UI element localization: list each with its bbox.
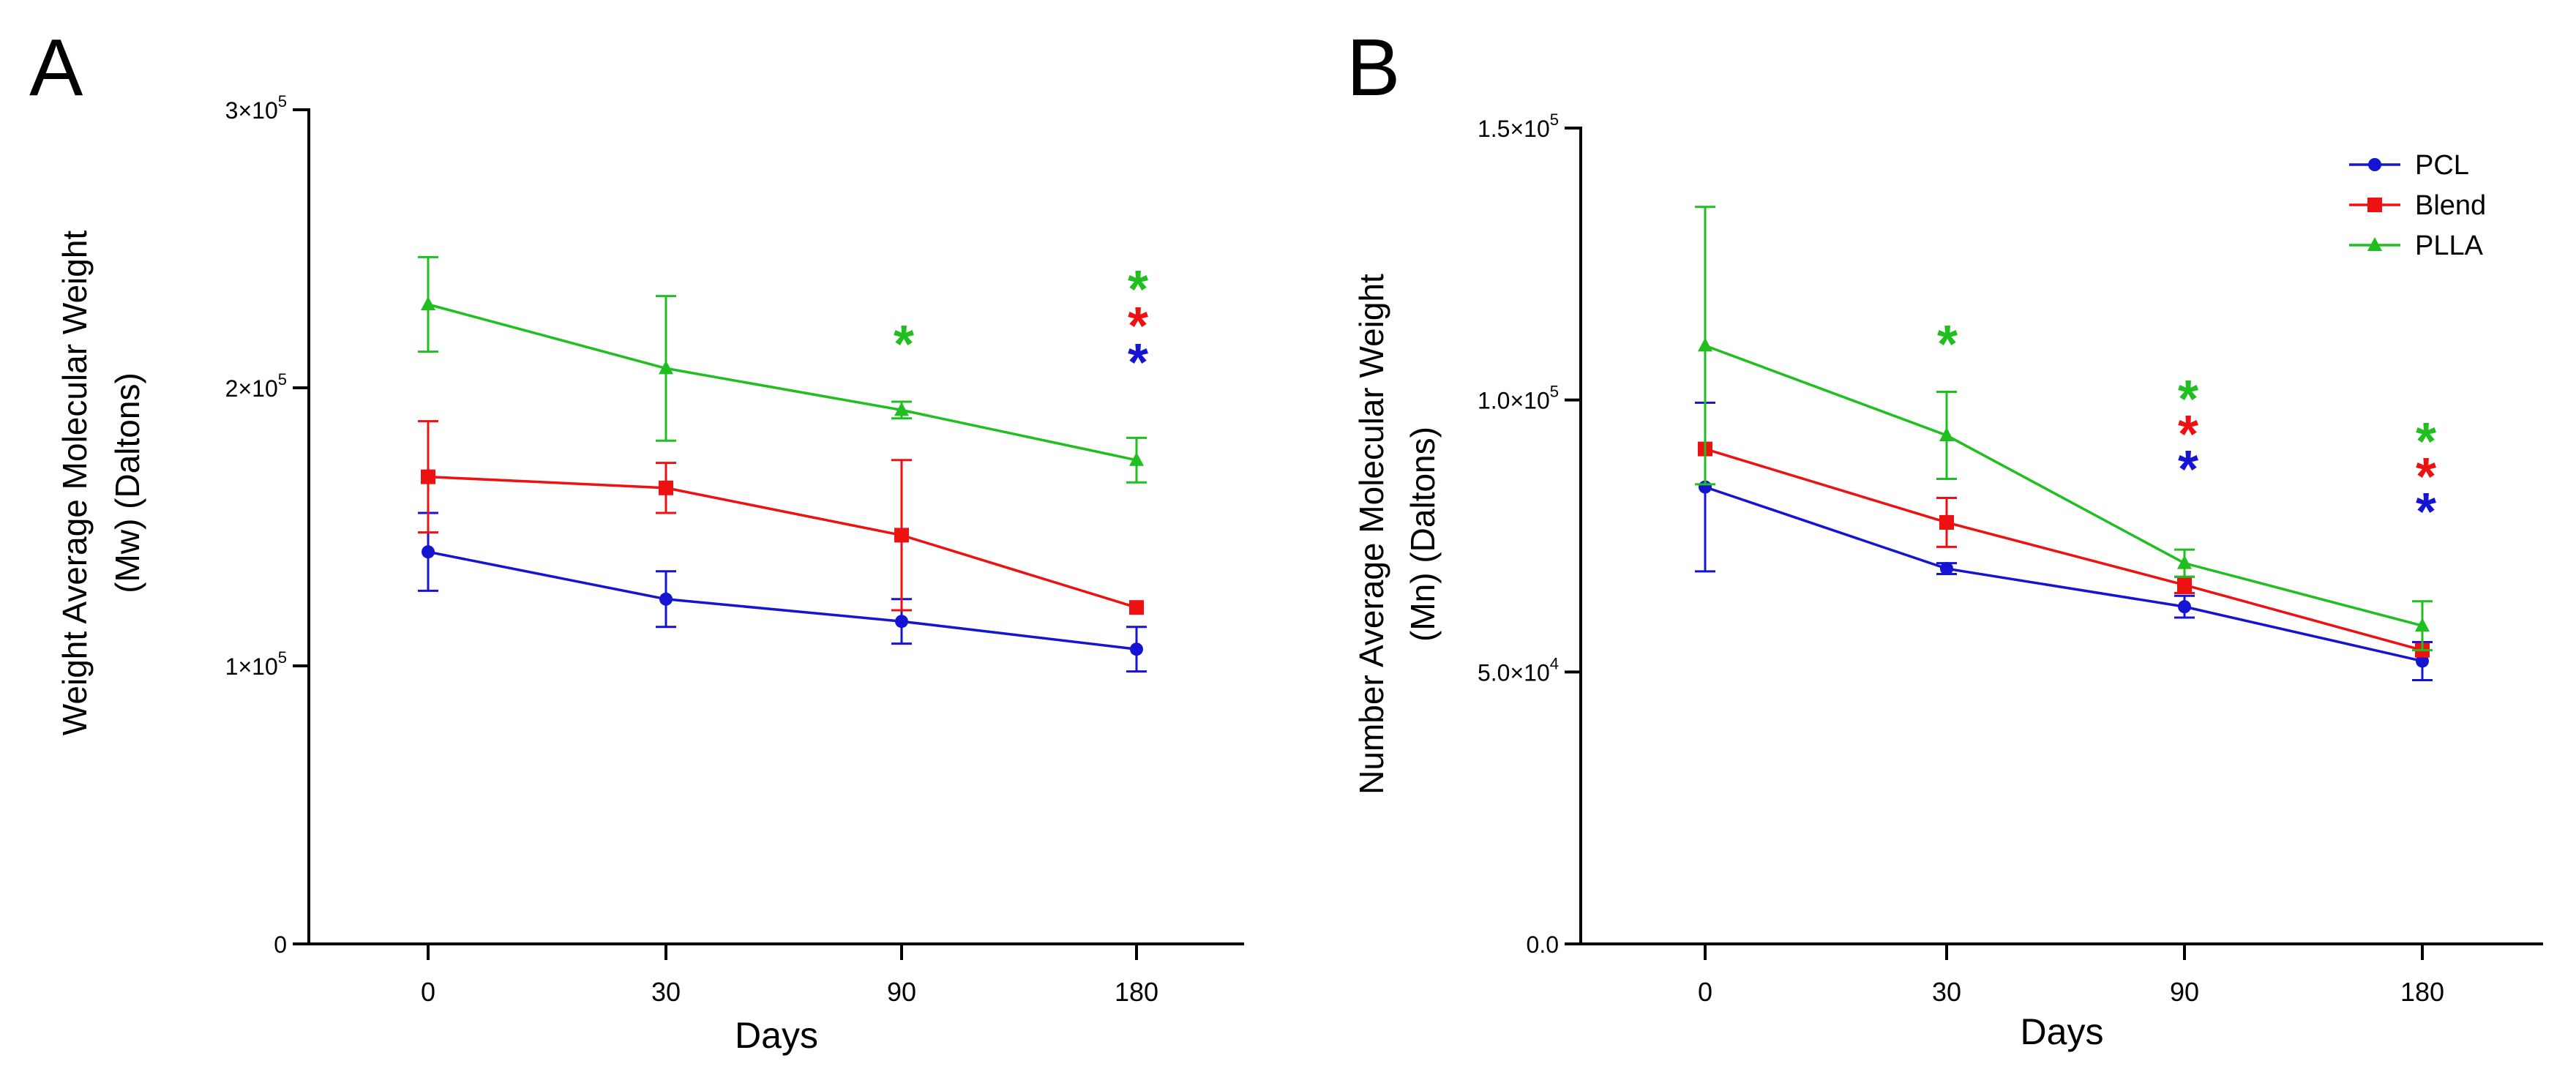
a-point-blend: [421, 469, 435, 484]
a-point-pcl: [895, 615, 908, 629]
b-significance-star-blend: *: [2178, 405, 2198, 464]
b-x-axis-title: Days: [2021, 1011, 2104, 1052]
a-y-axis-title-line: Weight Average Molecular Weight: [56, 230, 94, 736]
b-y-tick-label: 1.5×105: [1478, 110, 1559, 142]
legend-marker-plla: [2367, 237, 2382, 251]
a-point-plla: [894, 402, 909, 416]
a-point-pcl: [1130, 642, 1143, 656]
b-series-line-blend: [1704, 447, 2423, 652]
b-legend: PCL Blend PLLA: [2349, 150, 2486, 261]
b-x-tick-label: 30: [1932, 977, 1961, 1007]
a-point-plla: [659, 360, 673, 375]
a-point-blend: [1129, 600, 1144, 615]
a-y-tick-label: 1×105: [225, 648, 287, 680]
b-point-pcl: [2416, 654, 2429, 668]
a-series-line-plla: [427, 303, 1137, 462]
b-point-plla: [2415, 618, 2430, 632]
b-significance-star-plla: *: [2178, 370, 2198, 429]
legend-marker-pcl: [2368, 158, 2381, 171]
a-x-tick-label: 30: [651, 977, 681, 1007]
b-significance-star-plla: *: [1937, 315, 1958, 374]
b-point-blend: [2177, 577, 2192, 593]
a-point-blend: [659, 480, 673, 495]
b-y-tick-label: 1.0×105: [1478, 383, 1559, 414]
a-y-axis-title-line: (Mw) (Daltons): [108, 372, 146, 593]
a-point-pcl: [422, 545, 435, 559]
b-x-tick-label: 0: [1698, 977, 1712, 1007]
a-x-tick-label: 0: [421, 977, 435, 1007]
legend-marker-blend: [2367, 198, 2382, 212]
b-y-axis-title-line: Number Average Molecular Weight: [1352, 274, 1390, 795]
b-significance-star-blend: *: [2416, 448, 2436, 506]
b-x-tick-label: 90: [2170, 977, 2199, 1007]
b-point-blend: [1939, 514, 1954, 530]
legend-label-blend: Blend: [2415, 190, 2486, 221]
a-y-tick-label: 3×105: [225, 92, 287, 124]
chart-b: 0.0 5.0×104 1.0×105 1.5×105 0 30 90 180 Days Numb…: [1352, 110, 2543, 1052]
chart-a: 0 1×105 2×105 3×105 0 30 90 180 Days Weight Avera…: [56, 92, 1244, 1056]
a-point-pcl: [659, 592, 673, 606]
b-point-plla: [1939, 427, 1954, 441]
a-y-tick-label: 2×105: [225, 370, 287, 402]
panel-label-b: B: [1347, 23, 1400, 113]
b-point-pcl: [1940, 562, 1953, 576]
b-significance-star-plla: *: [2416, 413, 2436, 471]
b-y-tick-label: 0.0: [1527, 931, 1559, 958]
a-point-plla: [1129, 451, 1144, 466]
a-x-tick-label: 90: [887, 977, 916, 1007]
b-series-line-pcl: [1704, 485, 2423, 663]
a-significance-star-blend: *: [1128, 297, 1148, 356]
a-x-tick-label: 180: [1115, 977, 1158, 1007]
a-y-tick-label: 0: [274, 931, 287, 958]
a-series-line-pcl: [427, 550, 1137, 651]
b-y-tick-label: 5.0×104: [1478, 654, 1559, 686]
b-point-plla: [2177, 555, 2192, 569]
b-significance-star-pcl: *: [2178, 440, 2198, 499]
b-significance-star-pcl: *: [2416, 483, 2436, 541]
a-significance-star-pcl: *: [1128, 334, 1148, 392]
a-series-line-blend: [427, 475, 1137, 609]
panel-label-a: A: [29, 23, 83, 113]
b-point-pcl: [2178, 600, 2191, 614]
b-y-axis-title-line: (Mn) (Daltons): [1404, 427, 1442, 642]
a-significance-star-plla: *: [1128, 260, 1148, 319]
b-series-line-plla: [1704, 344, 2423, 627]
b-point-plla: [1698, 337, 1712, 352]
b-x-tick-label: 180: [2400, 977, 2444, 1007]
legend-label-plla: PLLA: [2415, 230, 2484, 261]
a-point-blend: [894, 528, 909, 543]
a-significance-star-plla: *: [894, 315, 914, 374]
legend-label-pcl: PCL: [2415, 150, 2469, 181]
a-x-axis-title: Days: [735, 1015, 818, 1056]
a-point-plla: [421, 296, 435, 310]
